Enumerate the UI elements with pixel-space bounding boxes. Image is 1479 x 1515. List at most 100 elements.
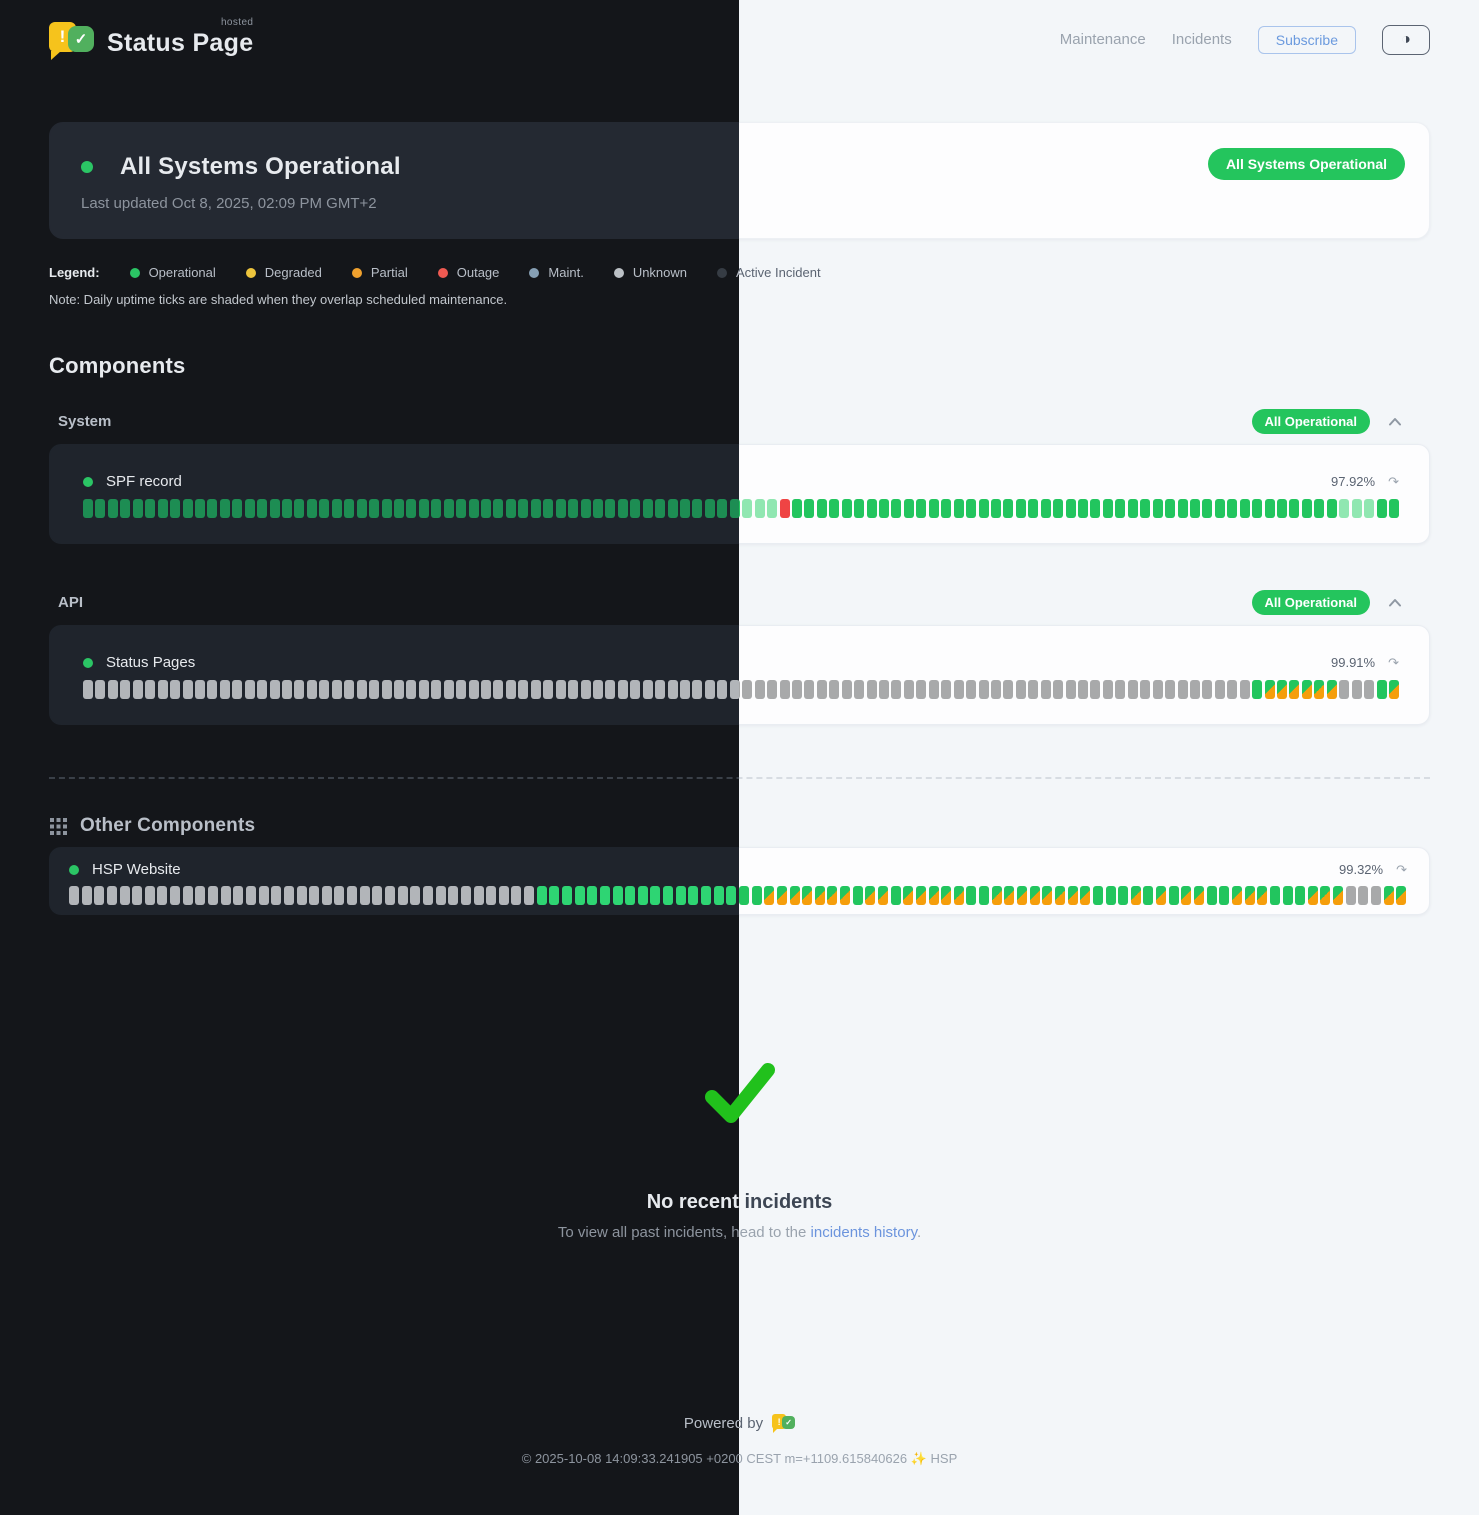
uptime-percentage: 99.32% (1339, 862, 1384, 877)
uptime-tick (903, 886, 914, 905)
uptime-tick (1053, 680, 1064, 699)
uptime-tick (1181, 886, 1192, 905)
uptime-tick (95, 680, 106, 699)
uptime-tick (107, 499, 118, 518)
uptime-tick (726, 886, 737, 905)
uptime-tick (1115, 680, 1126, 699)
uptime-tick (642, 680, 653, 699)
uptime-tick (321, 886, 332, 905)
uptime-tick (1326, 680, 1337, 699)
uptime-tick (742, 680, 753, 699)
collapse-group-button[interactable] (1386, 596, 1404, 609)
uptime-tick (829, 680, 840, 699)
subscribe-button[interactable]: Subscribe (1257, 25, 1356, 54)
uptime-tick (814, 886, 825, 905)
footer-logo-icon[interactable]: ! ✓ (772, 1413, 796, 1434)
uptime-tick (132, 499, 143, 518)
uptime-tick (498, 886, 509, 905)
uptime-tick (1364, 499, 1375, 518)
uptime-tick (1028, 680, 1039, 699)
component-card-status-pages: Status Pages 99.91% ↷ (49, 625, 739, 725)
uptime-tick (1004, 886, 1015, 905)
uptime-tick (269, 499, 280, 518)
uptime-tick (381, 499, 392, 518)
uptime-tick (1345, 886, 1356, 905)
uptime-tick (505, 499, 516, 518)
uptime-tick (258, 886, 269, 905)
incidents-history-link[interactable]: incidents history (810, 1224, 917, 1241)
uptime-tick (655, 680, 666, 699)
uptime-tick (1339, 499, 1350, 518)
uptime-tick (605, 680, 616, 699)
uptime-tick (448, 886, 459, 905)
uptime-tick (120, 499, 131, 518)
theme-toggle-button[interactable]: ◑ (1382, 24, 1430, 55)
brand-logo[interactable]: ! ✓ Status Page hosted (49, 17, 253, 61)
components-heading: Components (49, 353, 186, 378)
uptime-tick (319, 680, 330, 699)
uptime-tick (561, 886, 572, 905)
refresh-icon[interactable]: ↷ (1388, 655, 1399, 670)
uptime-tick (1189, 680, 1200, 699)
uptime-tick (1358, 886, 1369, 905)
uptime-tick (738, 886, 749, 905)
uptime-tick (804, 499, 815, 518)
collapse-group-button[interactable] (1386, 415, 1404, 428)
uptime-tick (1105, 886, 1116, 905)
refresh-icon[interactable]: ↷ (1388, 474, 1399, 489)
uptime-tick (95, 499, 106, 518)
page-header: ! ✓ Status Page hosted Maintenance Incid… (49, 0, 739, 64)
uptime-tick (1277, 499, 1287, 518)
uptime-tick (966, 499, 977, 518)
uptime-tick (1015, 499, 1026, 518)
uptime-tick (789, 886, 800, 905)
statuspage-logo-icon: ! ✓ (49, 19, 95, 61)
uptime-tick (779, 680, 790, 699)
uptime-tick (83, 499, 93, 518)
uptime-tick (344, 680, 355, 699)
nav-maintenance[interactable]: Maintenance (1059, 31, 1146, 48)
uptime-tick (1264, 680, 1275, 699)
uptime-tick (617, 499, 628, 518)
uptime-tick (866, 680, 877, 699)
uptime-tick (738, 886, 739, 905)
uptime-tick (306, 499, 317, 518)
uptime-tick (257, 680, 268, 699)
uptime-tick (1078, 680, 1088, 699)
uptime-tick (915, 886, 926, 905)
uptime-tick (1206, 886, 1217, 905)
uptime-tick (1040, 499, 1051, 518)
legend-item-outage: Outage (437, 265, 499, 280)
group-status-badge: All Operational (1251, 590, 1370, 615)
uptime-tick (356, 499, 367, 518)
uptime-tick (81, 886, 92, 905)
uptime-tick (294, 499, 305, 518)
uptime-tick (612, 886, 623, 905)
uptime-tick (692, 680, 703, 699)
unknown-dot-icon (613, 267, 624, 278)
uptime-tick (1301, 680, 1312, 699)
uptime-tick (182, 886, 193, 905)
uptime-tick (990, 680, 1001, 699)
uptime-tick (319, 499, 330, 518)
uptime-tick (1054, 886, 1065, 905)
uptime-tick (916, 499, 927, 518)
uptime-tick (878, 886, 888, 905)
refresh-icon[interactable]: ↷ (1396, 862, 1407, 877)
uptime-tick (1333, 886, 1344, 905)
uptime-tick (418, 499, 429, 518)
uptime-tick (493, 680, 504, 699)
component-card-spf-record: SPF record 97.92% ↷ (49, 444, 739, 544)
uptime-tick (852, 886, 863, 905)
uptime-tick (729, 680, 739, 699)
component-status-dot (83, 476, 93, 487)
uptime-tick (1194, 886, 1205, 905)
uptime-tick (207, 499, 218, 518)
uptime-tick (953, 680, 964, 699)
uptime-tick (751, 886, 762, 905)
uptime-tick (1214, 499, 1225, 518)
nav-incidents[interactable]: Incidents (1171, 31, 1232, 48)
uptime-tick (431, 499, 442, 518)
uptime-tick (717, 680, 728, 699)
no-incidents-subtitle: To view all past incidents, head to the … (49, 1224, 739, 1241)
